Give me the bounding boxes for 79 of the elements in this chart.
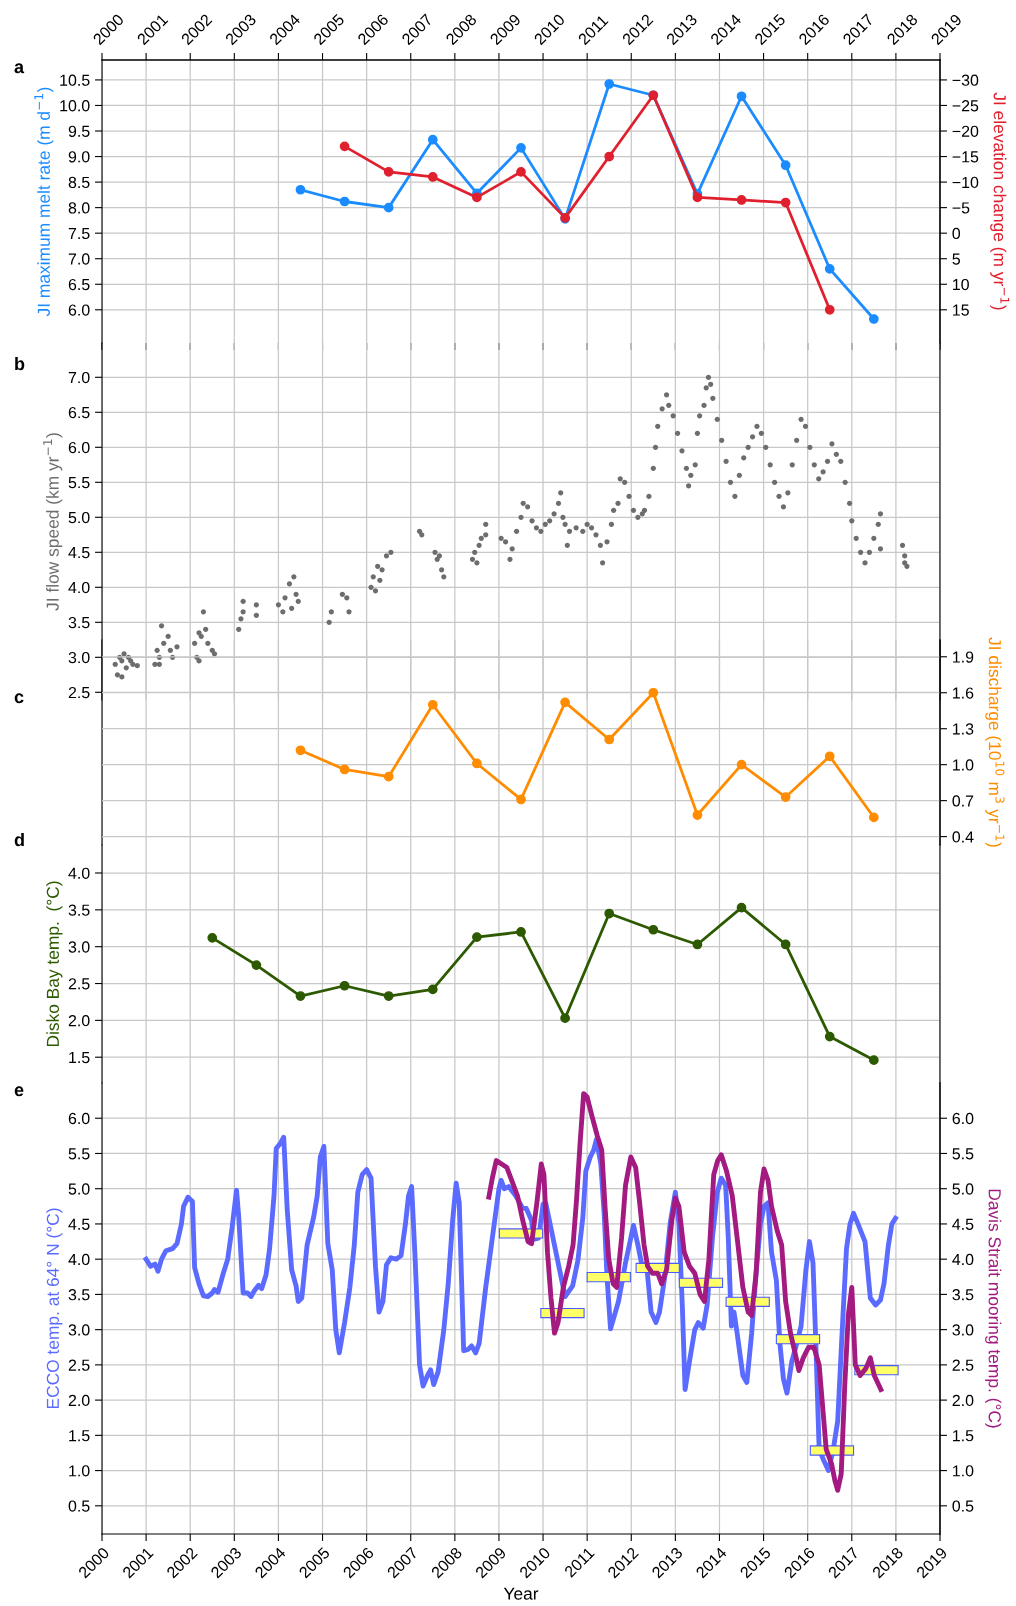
y-tick-label: 1.5 (69, 1430, 90, 1442)
y-tick-label: 10.5 (60, 74, 90, 86)
text: b (15, 357, 25, 371)
y2-tick-label: 5.0 (952, 1183, 974, 1195)
y2-tick-label: 4.5 (952, 1218, 974, 1230)
y2-tick-label: −30 (952, 74, 979, 86)
y-tick-label: 9.0 (68, 151, 90, 163)
y2-tick-label: 5 (952, 253, 961, 265)
y2-tick-label: 2.0 (952, 1394, 974, 1407)
y-tick-label: 4.5 (68, 547, 90, 559)
y-tick-label: 3.0 (68, 1324, 90, 1336)
y2-tick-label: 1.3 (953, 723, 974, 735)
chart-title: d (14, 833, 24, 847)
y-tick-label: 6.5 (68, 278, 90, 291)
y-tick-label: 5.0 (68, 1183, 90, 1195)
y2-tick-label: 15 (953, 304, 969, 316)
y2-tick-label: −15 (952, 151, 979, 163)
y2-tick-label: 3.0 (952, 1324, 974, 1336)
y-tick-label: 0.5 (68, 1500, 90, 1512)
y-tick-label: 8.5 (68, 176, 90, 189)
y-axis-title: ECCO temp. at 64° N (°C) (46, 1208, 63, 1409)
y-tick-label: 5.0 (68, 511, 90, 524)
y2-tick-label: −20 (952, 125, 979, 137)
chart-title: e (14, 1086, 24, 1097)
y2-tick-label: 5.5 (952, 1148, 974, 1160)
y-tick-label: 2.5 (68, 1359, 90, 1371)
y-tick-label: 4.0 (68, 1253, 90, 1266)
y-tick-label: 4.0 (68, 867, 90, 879)
y2-axis-title: Davis Strait mooring temp. (°C) (985, 1189, 1002, 1428)
y-tick-label: 7.0 (68, 253, 90, 265)
y-tick-label: 3.5 (68, 1289, 90, 1301)
text: c (14, 693, 24, 704)
y-tick-label: 2.5 (68, 978, 90, 990)
y2-tick-label: −25 (952, 100, 979, 112)
y2-tick-label: 6.0 (952, 1112, 974, 1125)
y2-tick-label: 1.5 (953, 1430, 974, 1442)
y2-tick-label: 1.0 (953, 759, 974, 771)
y2-tick-label: 2.5 (952, 1359, 974, 1371)
chart-title: a (14, 63, 25, 74)
y2-tick-label: 0.5 (952, 1500, 974, 1512)
y-tick-label: 8.0 (68, 202, 90, 214)
y2-tick-label: 0.4 (952, 831, 974, 843)
y-tick-label: 2.0 (68, 1394, 90, 1407)
y-tick-label: 6.0 (68, 441, 90, 454)
y-tick-label: 7.0 (68, 371, 90, 384)
y-tick-label: 7.5 (68, 227, 90, 240)
y-tick-label: 3.5 (68, 616, 90, 629)
y-tick-label: 6.0 (68, 304, 90, 316)
y-tick-label: 6.0 (68, 1112, 90, 1125)
y-axis-title: JI maximum melt rate (m d$^{−1}$) (34, 87, 54, 317)
y2-tick-label: 1.0 (953, 1465, 974, 1477)
y2-tick-label: 1.9 (953, 651, 974, 663)
y-tick-label: 3.0 (68, 941, 90, 953)
y-tick-label: 4.0 (68, 581, 90, 594)
x-axis-title: Year (503, 1587, 539, 1600)
y-axis-title: Disko Bay temp. (°C) (46, 881, 63, 1047)
y-tick-label: 5.5 (68, 477, 90, 489)
y2-tick-label: 0 (952, 227, 961, 240)
y-axis-title: JI flow speed (km yr$^{−1}$) (43, 433, 63, 611)
y-tick-label: 1.0 (69, 1465, 90, 1477)
y-tick-label: 10.0 (60, 100, 90, 112)
y2-tick-label: 4.0 (952, 1253, 974, 1266)
y2-tick-label: −5 (952, 202, 970, 214)
y-tick-label: 2.5 (68, 686, 90, 699)
y2-axis-title: JI discharge (10$^{10}$ m$^{3}$ yr$^{−1}$) (985, 637, 1005, 847)
y-tick-label: 6.5 (68, 406, 90, 419)
y2-tick-label: 1.6 (953, 687, 974, 699)
y-tick-label: 3.5 (68, 904, 90, 916)
y-tick-label: 4.5 (68, 1218, 90, 1230)
y2-tick-label: 3.5 (952, 1289, 974, 1301)
y2-tick-label: 10 (953, 278, 969, 291)
y-tick-label: 1.5 (69, 1052, 90, 1064)
y2-tick-label: −10 (952, 176, 979, 189)
y-tick-label: 9.5 (68, 125, 90, 137)
y2-axis-title: JI elevation change (m yr$^{−1}$) (990, 92, 1010, 310)
y-tick-label: 5.5 (68, 1148, 90, 1160)
y2-tick-label: 0.7 (952, 795, 974, 807)
y-tick-label: 2.0 (68, 1015, 90, 1027)
y-tick-label: 3.0 (68, 651, 90, 664)
